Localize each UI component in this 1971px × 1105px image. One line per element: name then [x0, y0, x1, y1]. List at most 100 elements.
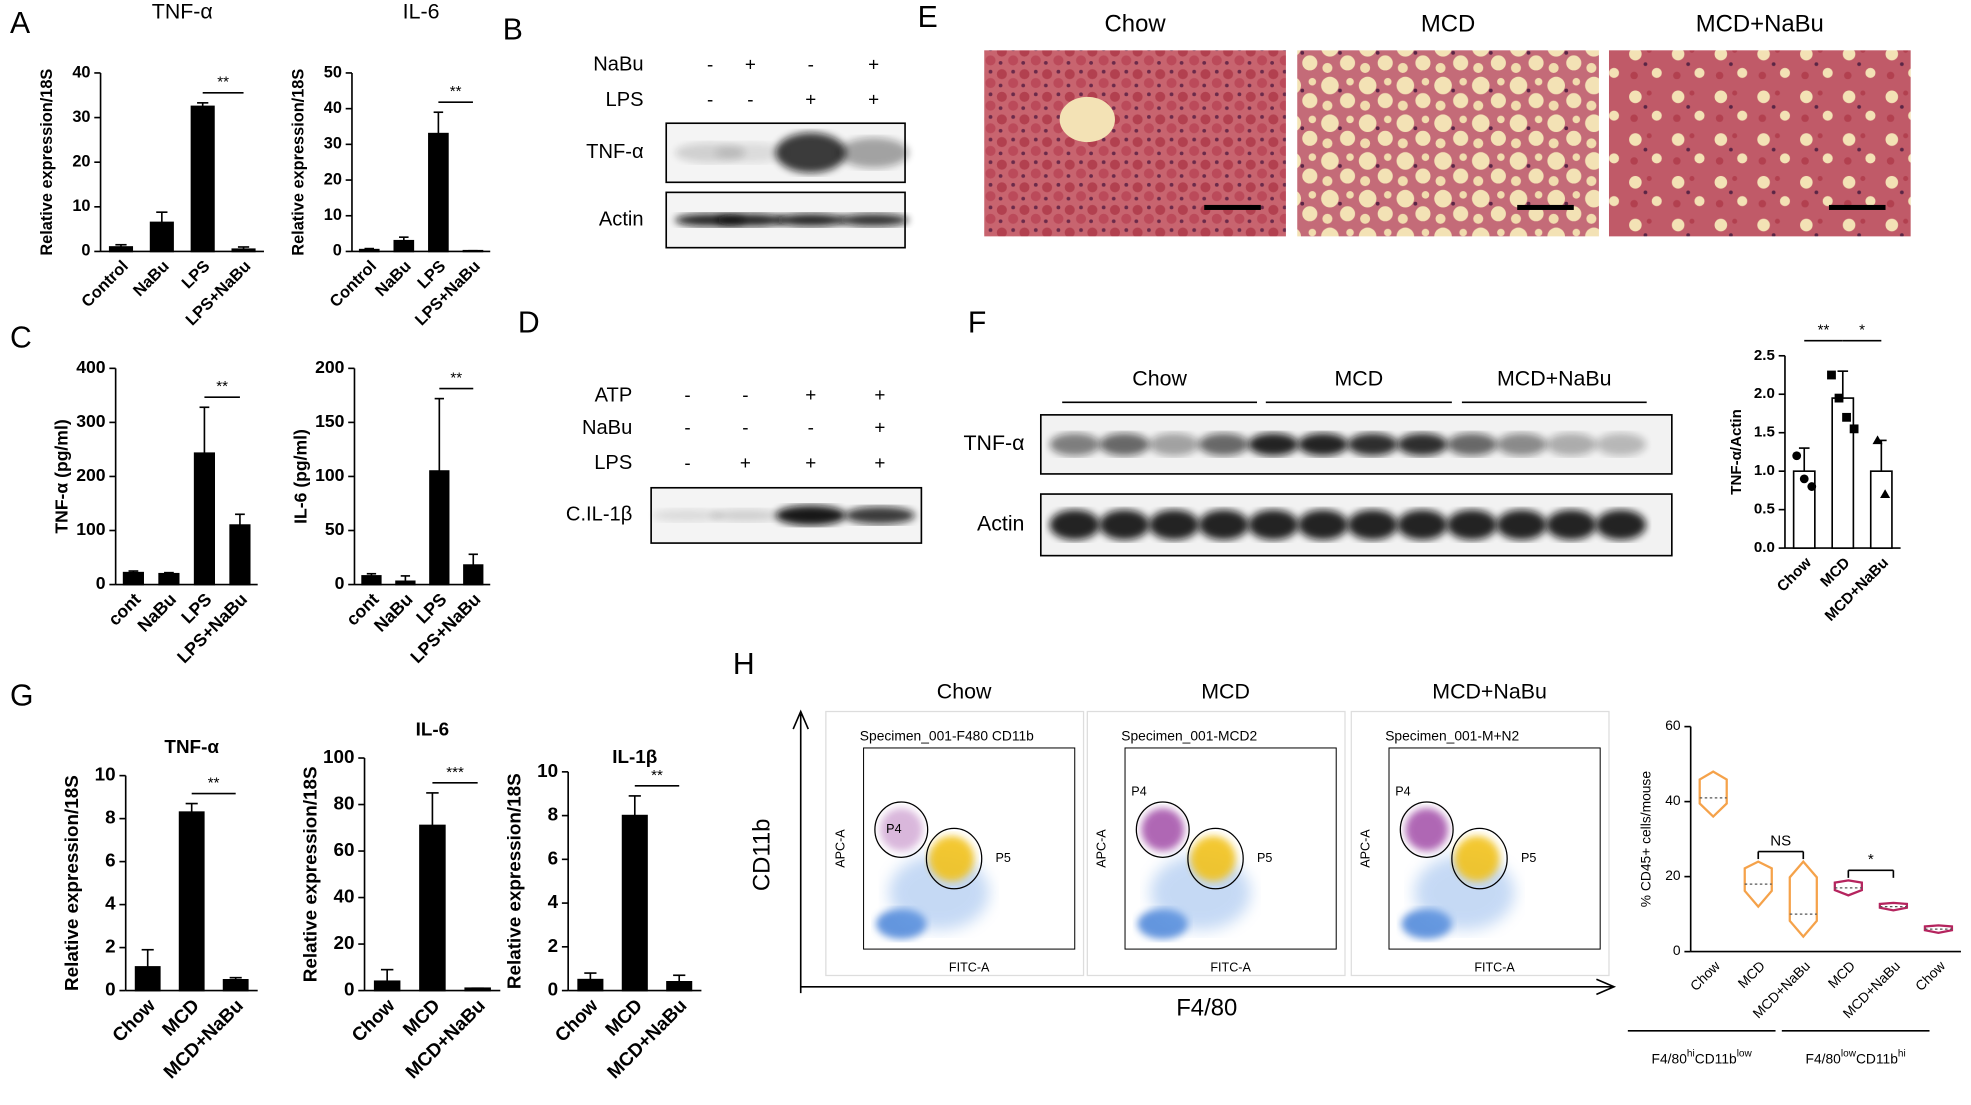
- flow-title: Chow: [937, 679, 992, 703]
- band: [1496, 433, 1547, 456]
- band: [715, 213, 786, 227]
- group-label-part: hi: [1898, 1048, 1906, 1059]
- band: [1496, 509, 1547, 540]
- band: [1248, 509, 1299, 540]
- gate: [1187, 827, 1244, 890]
- chart-title: IL-6: [403, 0, 440, 23]
- error-bar: [197, 102, 209, 107]
- y-tick-label: 6: [105, 850, 115, 871]
- y-tick-label: 4: [105, 893, 116, 914]
- band: [838, 213, 909, 227]
- group-label-part: low: [1737, 1048, 1753, 1059]
- y-tick-label: 0: [335, 573, 345, 593]
- blot-sign: +: [868, 89, 879, 110]
- band: [1397, 433, 1448, 456]
- blot-sign: +: [868, 53, 879, 74]
- x-tick-label: NaBu: [130, 257, 173, 300]
- blot-row-label: ATP: [595, 384, 633, 406]
- blot-sign: +: [874, 384, 885, 405]
- band: [1546, 433, 1597, 456]
- bar: [149, 221, 174, 253]
- y-tick-label: 2.5: [1754, 347, 1775, 364]
- flow-specimen: Specimen_001-MCD2: [1121, 727, 1257, 743]
- y-tick-label: 0: [96, 573, 106, 593]
- point: [1842, 412, 1851, 422]
- y-tick-label: 300: [76, 411, 106, 431]
- flow-title: MCD+NaBu: [1432, 679, 1547, 703]
- y-tick-label: 0: [105, 979, 115, 1000]
- panel-label: D: [518, 306, 540, 339]
- y-tick-label: 0.5: [1754, 501, 1775, 518]
- band: [652, 509, 723, 522]
- channel-x: FITC-A: [1210, 960, 1251, 974]
- x-tick-label: MCD: [1825, 958, 1859, 992]
- bar: [122, 571, 144, 586]
- error-bar: [400, 575, 411, 582]
- violin: [1923, 924, 1954, 935]
- flow-plot: [863, 747, 1076, 950]
- blot-sign: -: [707, 89, 713, 110]
- gate-label: P5: [1521, 851, 1536, 865]
- error-bar: [229, 976, 242, 980]
- error-bar: [156, 211, 168, 223]
- y-tick-label: 20: [1665, 867, 1681, 883]
- y-axis-label: % CD45+ cells/mouse: [1637, 771, 1653, 908]
- gate-label: P5: [996, 851, 1011, 865]
- error-bar: [141, 948, 154, 967]
- band: [1446, 433, 1498, 456]
- y-tick-label: 50: [325, 519, 345, 539]
- violin: [1878, 901, 1909, 912]
- panel-label: F: [968, 306, 986, 339]
- y-tick-label: 60: [334, 839, 355, 860]
- error-bar: [434, 397, 444, 472]
- bar: [231, 248, 256, 253]
- gate: [1135, 801, 1190, 858]
- significance-label: **: [450, 83, 462, 100]
- gate: [925, 827, 983, 890]
- blot-row-label: LPS: [606, 89, 644, 111]
- bar: [1869, 470, 1893, 549]
- x-tick-label: Chow: [1774, 554, 1815, 595]
- y-tick-label: 10: [72, 197, 90, 215]
- channel-y: APC-A: [1095, 829, 1109, 868]
- point: [1872, 435, 1883, 445]
- bar: [358, 248, 380, 253]
- y-tick-label: 0: [333, 242, 342, 260]
- flow-specimen: Specimen_001-F480 CD11b: [860, 727, 1034, 743]
- group-label: F4/80hiCD11blow: [1652, 1048, 1753, 1066]
- point: [1799, 474, 1809, 484]
- band: [1198, 433, 1249, 456]
- y-tick-label: 40: [334, 886, 355, 907]
- significance-label: **: [450, 369, 462, 386]
- chart: 0 20 40 60 80 100 IL-6 Relative expression/18S C…: [300, 718, 501, 1082]
- blot-sign: -: [707, 53, 713, 74]
- y-tick-label: 30: [72, 108, 90, 126]
- histology-title: MCD: [1421, 10, 1475, 37]
- band: [1049, 433, 1100, 456]
- bar: [419, 824, 446, 992]
- y-axis-label: Relative expression/18S: [38, 69, 56, 256]
- significance-label: **: [216, 378, 228, 395]
- band: [1148, 433, 1200, 456]
- y-tick-label: 8: [105, 807, 115, 828]
- y-tick-label: 2.0: [1754, 385, 1775, 402]
- error-bar: [399, 236, 409, 241]
- y-axis-label: Relative expression/18S: [61, 775, 82, 991]
- y-tick-label: 10: [537, 760, 558, 781]
- point: [1807, 482, 1817, 491]
- bar: [134, 966, 161, 992]
- blot-sign: -: [808, 417, 814, 438]
- error-bar: [128, 570, 139, 573]
- x-tick-label: Chow: [347, 994, 398, 1045]
- scale-bar: [1204, 204, 1261, 210]
- y-tick-label: 40: [72, 63, 90, 81]
- flow-title: MCD: [1201, 679, 1250, 703]
- band: [1049, 509, 1100, 540]
- group-label: F4/80lowCD11bhi: [1806, 1048, 1906, 1066]
- bar: [158, 572, 180, 586]
- y-axis-label: TNF-α (pg/ml): [51, 419, 71, 533]
- blot-sign: -: [684, 452, 690, 473]
- band: [1099, 509, 1150, 540]
